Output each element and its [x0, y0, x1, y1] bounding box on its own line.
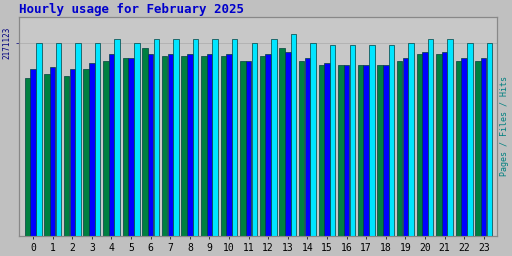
- Bar: [89, 63, 95, 236]
- Bar: [246, 61, 251, 236]
- Bar: [260, 56, 265, 236]
- Bar: [251, 43, 257, 236]
- Bar: [291, 35, 296, 236]
- Bar: [193, 39, 198, 236]
- Bar: [134, 43, 139, 236]
- Bar: [456, 61, 461, 236]
- Bar: [436, 54, 442, 236]
- Bar: [318, 65, 324, 236]
- Bar: [103, 61, 109, 236]
- Bar: [487, 43, 492, 236]
- Bar: [64, 76, 69, 236]
- Bar: [467, 43, 473, 236]
- Bar: [305, 58, 310, 236]
- Bar: [83, 69, 89, 236]
- Bar: [187, 54, 193, 236]
- Bar: [383, 65, 389, 236]
- Bar: [271, 39, 276, 236]
- Bar: [95, 43, 100, 236]
- Bar: [408, 43, 414, 236]
- Bar: [280, 48, 285, 236]
- Bar: [338, 65, 344, 236]
- Bar: [142, 48, 148, 236]
- Bar: [350, 45, 355, 236]
- Bar: [299, 61, 305, 236]
- Bar: [447, 39, 453, 236]
- Bar: [109, 54, 114, 236]
- Bar: [266, 54, 271, 236]
- Bar: [422, 52, 428, 236]
- Bar: [481, 58, 486, 236]
- Bar: [148, 54, 154, 236]
- Bar: [221, 56, 226, 236]
- Bar: [285, 52, 291, 236]
- Bar: [475, 61, 481, 236]
- Bar: [36, 43, 41, 236]
- Bar: [201, 56, 206, 236]
- Bar: [417, 54, 422, 236]
- Bar: [181, 56, 187, 236]
- Bar: [207, 54, 212, 236]
- Bar: [442, 52, 447, 236]
- Bar: [154, 39, 159, 236]
- Bar: [173, 39, 179, 236]
- Bar: [358, 65, 363, 236]
- Bar: [30, 69, 36, 236]
- Bar: [115, 39, 120, 236]
- Bar: [240, 61, 246, 236]
- Bar: [428, 39, 433, 236]
- Bar: [75, 43, 81, 236]
- Bar: [397, 61, 402, 236]
- Bar: [344, 65, 349, 236]
- Bar: [70, 69, 75, 236]
- Bar: [389, 45, 394, 236]
- Bar: [212, 39, 218, 236]
- Bar: [123, 58, 128, 236]
- Bar: [324, 63, 330, 236]
- Bar: [129, 58, 134, 236]
- Bar: [310, 43, 316, 236]
- Text: Hourly usage for February 2025: Hourly usage for February 2025: [19, 3, 244, 16]
- Bar: [50, 67, 55, 236]
- Bar: [232, 39, 238, 236]
- Bar: [377, 65, 383, 236]
- Bar: [56, 43, 61, 236]
- Bar: [461, 58, 467, 236]
- Bar: [45, 74, 50, 236]
- Y-axis label: Pages / Files / Hits: Pages / Files / Hits: [500, 76, 509, 176]
- Bar: [25, 78, 30, 236]
- Bar: [364, 65, 369, 236]
- Bar: [167, 54, 173, 236]
- Bar: [226, 54, 232, 236]
- Bar: [330, 45, 335, 236]
- Bar: [402, 58, 408, 236]
- Bar: [162, 56, 167, 236]
- Bar: [369, 45, 375, 236]
